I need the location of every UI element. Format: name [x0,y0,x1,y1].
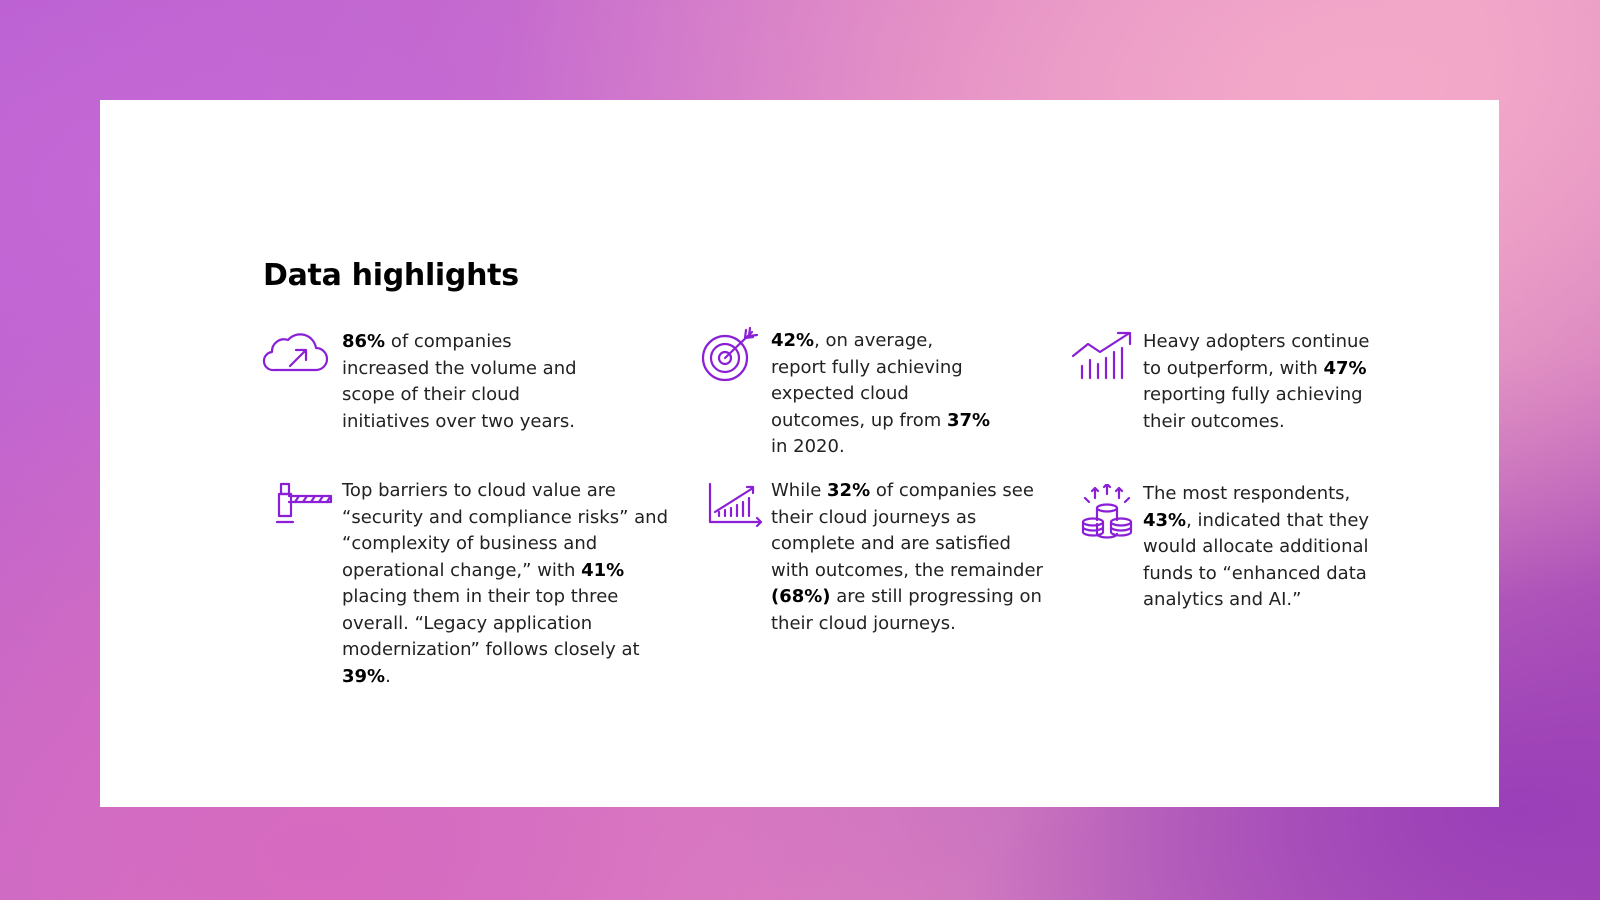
text-run: in 2020. [771,436,845,457]
highlight-figure: 39% [342,665,386,687]
highlight-figure: 37% [946,409,991,431]
text-run: . [385,665,391,687]
highlight-text: Heavy adopters continue to outperform, w… [1143,329,1378,435]
text-run: of companies see their cloud journeys as… [771,480,1043,581]
cloud-icon [262,333,329,372]
text-run: reporting fully achieving their outcomes… [1143,384,1363,432]
highlight-figure: 32% [827,480,871,501]
highlight-figure: 47% [1323,357,1367,379]
card: Data highlights 86% of companies increas… [100,100,1499,807]
barrier-icon [275,482,333,524]
chart-icon [708,482,763,528]
text-run: While [771,480,828,501]
target-icon [701,326,759,382]
text-run: The most respondents, [1143,483,1351,504]
text-run: are still progressing on their cloud jou… [771,586,1042,634]
title: Data highlights [263,258,519,293]
highlight-figure: 42% [771,330,815,351]
highlight-text: While 32% of companies see their cloud j… [771,478,1046,637]
highlight-text: 86% of companies increased the volume an… [342,329,582,435]
growth-icon [1071,331,1132,380]
highlight-text: Top barriers to cloud value are “securit… [342,478,687,690]
highlight-figure: (68%) [771,586,831,607]
text-run: of companies increased the volume and sc… [342,331,577,432]
text-run: , on average, report fully achieving exp… [771,330,963,431]
text-run: Top barriers to cloud value are “securit… [342,480,668,581]
highlight-text: 42%, on average, report fully achieving … [771,328,993,461]
text-run: , indicated that they would allocate add… [1143,509,1370,611]
highlight-figure: 41% [581,559,625,581]
highlight-figure: 86% [342,331,386,352]
highlight-figure: 43% [1143,509,1187,531]
highlight-text: The most respondents, 43%, indicated tha… [1143,481,1373,614]
text-run: Heavy adopters continue to outperform, w… [1143,331,1370,379]
coins-icon [1081,484,1133,539]
text-run: placing them in their top three overall.… [342,586,640,660]
